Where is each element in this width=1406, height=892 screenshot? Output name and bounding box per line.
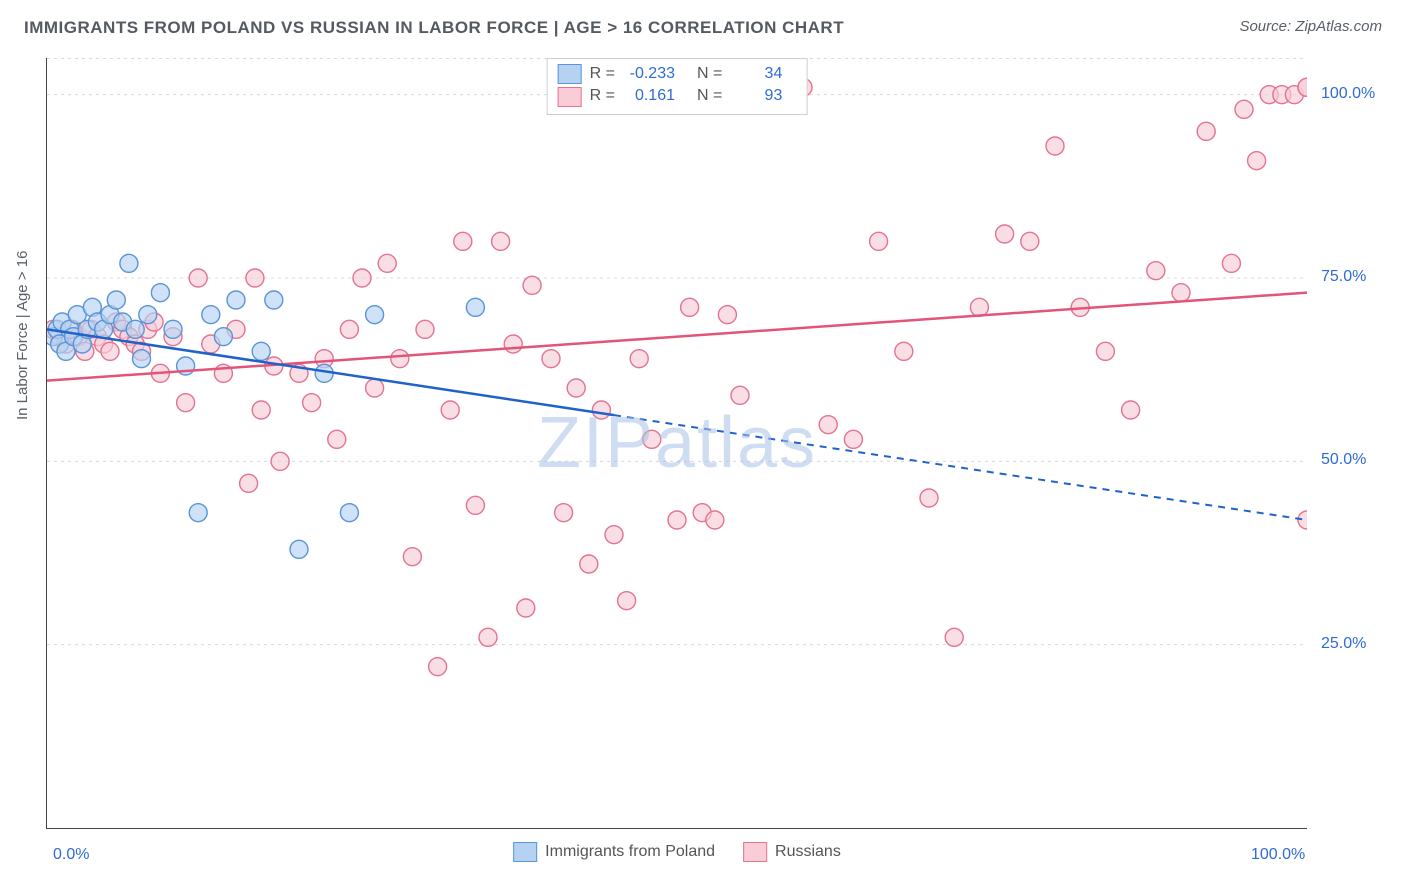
n-label: N = (697, 63, 722, 85)
x-tick-label: 0.0% (53, 846, 89, 864)
stats-row-russians: R = 0.161 N = 93 (558, 85, 797, 107)
n-label: N = (697, 85, 722, 107)
scatter-plot-svg (47, 58, 1307, 828)
y-tick-label: 75.0% (1321, 268, 1383, 286)
legend-label-russians: Russians (775, 843, 841, 861)
chart-plot-area: ZIPatlas R = -0.233 N = 34 R = 0.161 N =… (46, 58, 1307, 829)
stats-row-poland: R = -0.233 N = 34 (558, 63, 797, 85)
legend-item-russians: Russians (743, 842, 841, 862)
legend-item-poland: Immigrants from Poland (513, 842, 715, 862)
legend-bottom: Immigrants from Poland Russians (513, 842, 841, 862)
r-label: R = (590, 63, 615, 85)
legend-label-poland: Immigrants from Poland (545, 843, 715, 861)
chart-title: IMMIGRANTS FROM POLAND VS RUSSIAN IN LAB… (24, 18, 844, 38)
y-tick-label: 50.0% (1321, 451, 1383, 469)
swatch-russians (558, 87, 582, 107)
y-axis-label: In Labor Force | Age > 16 (14, 251, 31, 420)
legend-swatch-russians (743, 842, 767, 862)
y-tick-label: 25.0% (1321, 635, 1383, 653)
n-value-poland: 34 (730, 63, 782, 85)
chart-header: IMMIGRANTS FROM POLAND VS RUSSIAN IN LAB… (24, 18, 1382, 48)
r-value-russians: 0.161 (623, 85, 675, 107)
n-value-russians: 93 (730, 85, 782, 107)
swatch-poland (558, 64, 582, 84)
y-tick-label: 100.0% (1321, 85, 1383, 103)
r-value-poland: -0.233 (623, 63, 675, 85)
x-tick-label: 100.0% (1251, 846, 1305, 864)
source-citation: Source: ZipAtlas.com (1239, 18, 1382, 35)
correlation-stats-box: R = -0.233 N = 34 R = 0.161 N = 93 (547, 58, 808, 115)
r-label: R = (590, 85, 615, 107)
legend-swatch-poland (513, 842, 537, 862)
